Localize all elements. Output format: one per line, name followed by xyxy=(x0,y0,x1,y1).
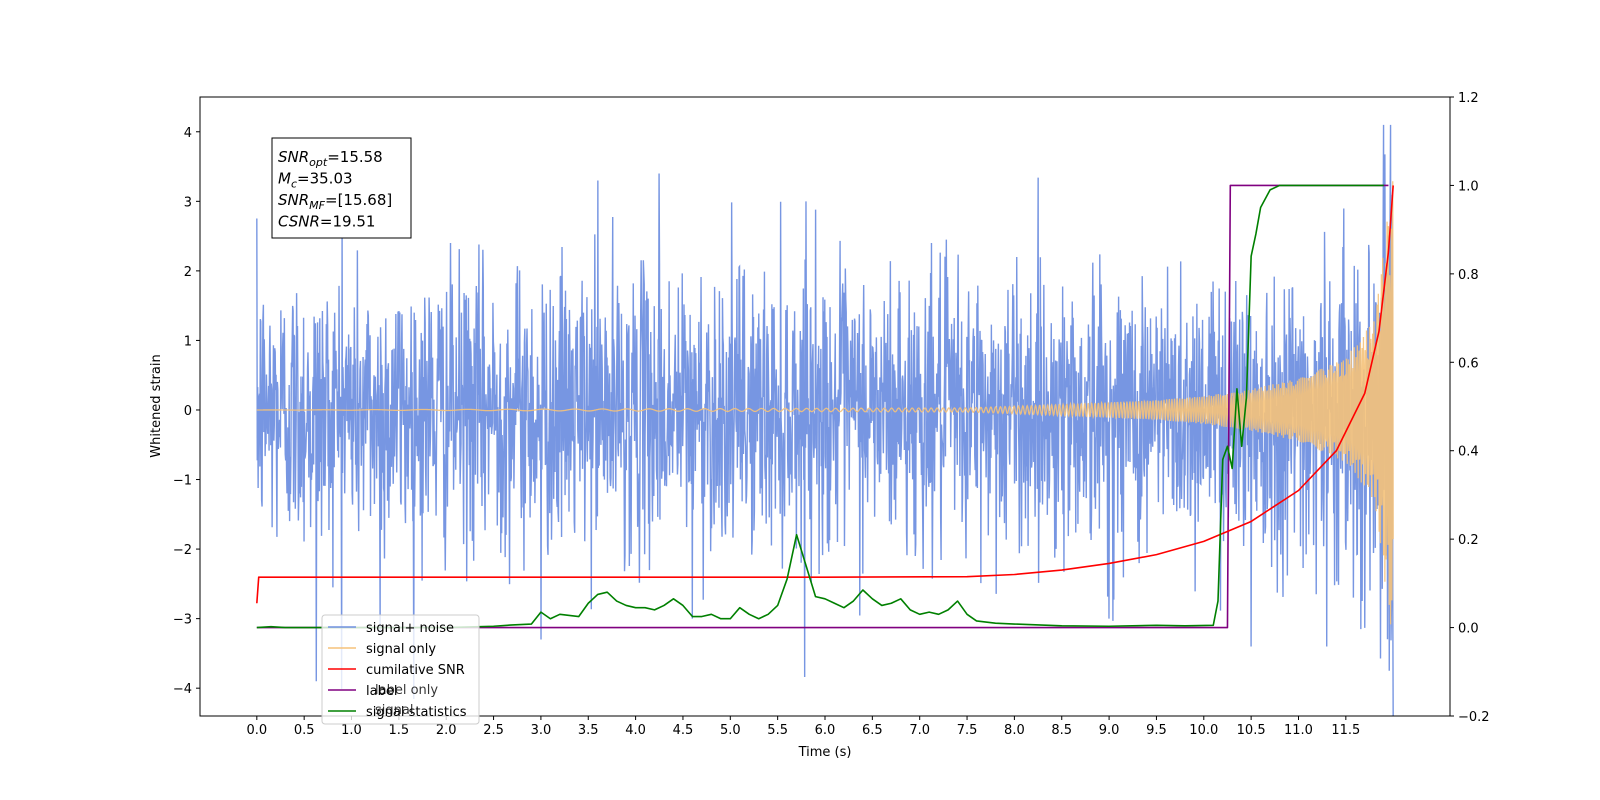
y-tick-label: 2 xyxy=(184,265,192,280)
y-tick-label: 0 xyxy=(184,404,192,419)
annotation-symbol: SNR xyxy=(278,191,309,209)
x-tick-label: 0.0 xyxy=(246,723,267,738)
annotation-frame xyxy=(271,137,412,239)
annotation-line: SNRopt=15.58 xyxy=(278,148,383,169)
x-tick-label: 1.5 xyxy=(389,723,410,738)
series-signal-statistics xyxy=(256,184,1384,629)
x-tick-label: 6.5 xyxy=(862,723,883,738)
x-tick-label: 0.5 xyxy=(294,723,315,738)
annotation-symbol: CSNR xyxy=(278,213,320,231)
x-tick-label: 9.0 xyxy=(1099,723,1120,738)
x-tick-label: 8.0 xyxy=(1004,723,1025,738)
x-tick-label: 4.5 xyxy=(673,723,694,738)
legend-label: signal only xyxy=(366,642,436,657)
legend-label: signal+ noise xyxy=(366,621,454,636)
x-tick-label: 2.5 xyxy=(483,723,504,738)
y2-tick-label: 0.2 xyxy=(1458,533,1479,548)
annotation-line: Mc=35.03 xyxy=(278,170,353,191)
annotation-subscript: c xyxy=(291,178,297,191)
x-tick-label: 10.0 xyxy=(1189,723,1218,738)
y2-tick-label: 0.8 xyxy=(1458,268,1479,283)
y-tick-label: 3 xyxy=(184,195,192,210)
x-axis-label: Time (s) xyxy=(798,745,852,760)
y-tick-label: −4 xyxy=(173,682,192,697)
annotation-subscript: MF xyxy=(309,199,325,212)
y-tick-label: −3 xyxy=(173,613,192,628)
y2-tick-label: 1.0 xyxy=(1458,179,1479,194)
series-cumulative-snr xyxy=(256,185,1394,604)
annotation-value: =15.58 xyxy=(327,148,383,166)
legend-frame xyxy=(321,614,480,725)
y-tick-label: −1 xyxy=(173,474,192,489)
x-tick-label: 5.5 xyxy=(767,723,788,738)
y-tick-label: 4 xyxy=(184,126,192,141)
legend-overdrawn-text: signal xyxy=(375,703,413,718)
annotation-value: =35.03 xyxy=(297,170,353,188)
x-tick-label: 3.0 xyxy=(531,723,552,738)
x-tick-label: 6.0 xyxy=(815,723,836,738)
x-tick-label: 7.0 xyxy=(909,723,930,738)
y-tick-label: 1 xyxy=(184,334,192,349)
legend-label: cumilative SNR xyxy=(366,663,465,678)
x-tick-label: 1.0 xyxy=(341,723,362,738)
y2-tick-label: 0.4 xyxy=(1458,445,1479,460)
x-tick-label: 2.0 xyxy=(436,723,457,738)
annotation-symbol: SNR xyxy=(278,148,309,166)
x-tick-label: 3.5 xyxy=(578,723,599,738)
y-tick-label: −2 xyxy=(173,543,192,558)
annotation-line: SNRMF=[15.68] xyxy=(278,191,392,212)
legend-overdrawn-text: label only xyxy=(375,683,438,698)
y2-tick-label: −0.2 xyxy=(1458,710,1490,725)
x-tick-label: 11.5 xyxy=(1331,723,1360,738)
x-tick-label: 9.5 xyxy=(1146,723,1167,738)
y2-tick-label: 0.0 xyxy=(1458,622,1479,637)
annotation-value: =19.51 xyxy=(320,213,376,231)
annotation-symbol: M xyxy=(278,170,291,188)
series-signal-only xyxy=(256,181,1394,625)
annotation-line: CSNR=19.51 xyxy=(278,213,375,231)
x-tick-label: 7.5 xyxy=(957,723,978,738)
y-axis-label: Whitened strain xyxy=(149,354,164,457)
tick-layer: 0.0 0.5 1.0 1.5 2.0 2.5 3.0 3.5 4.0 4.5 5.0 5.5 6.0 6… xyxy=(173,91,1490,738)
x-tick-label: 11.0 xyxy=(1284,723,1313,738)
legend: label only signal signal+ noise signal only… xyxy=(321,614,480,725)
annotation-subscript: opt xyxy=(309,156,328,169)
annotation-value: =[15.68] xyxy=(325,191,392,209)
x-tick-label: 4.0 xyxy=(625,723,646,738)
x-tick-label: 8.5 xyxy=(1051,723,1072,738)
annotation-box: SNRopt=15.58Mc=35.03SNRMF=[15.68]CSNR=19… xyxy=(271,137,412,239)
x-tick-label: 5.0 xyxy=(720,723,741,738)
y2-tick-label: 1.2 xyxy=(1458,91,1479,106)
y2-tick-label: 0.6 xyxy=(1458,356,1479,371)
legend-label: label xyxy=(366,684,397,699)
legend-label: signal statistics xyxy=(366,705,467,720)
plot-area xyxy=(256,124,1394,716)
x-tick-label: 10.5 xyxy=(1237,723,1266,738)
